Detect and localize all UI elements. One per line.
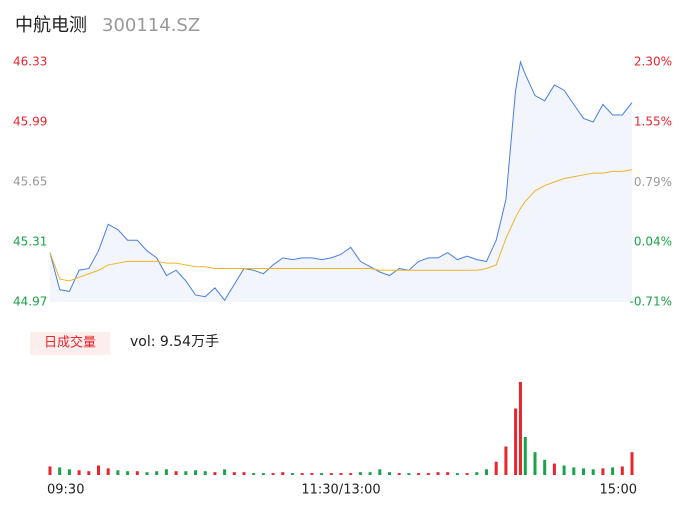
x-tick-label: 11:30/13:00 — [301, 483, 380, 498]
volume-bar — [562, 465, 566, 475]
volume-bar — [48, 466, 52, 475]
stock-name: 中航电测 — [15, 15, 87, 36]
volume-bar — [436, 472, 440, 475]
volume-bar — [591, 469, 595, 475]
volume-bar — [281, 472, 285, 475]
volume-bar — [368, 472, 372, 475]
volume-bar — [504, 446, 508, 475]
volume-bar — [87, 471, 91, 475]
volume-bar — [465, 473, 469, 475]
volume-bar — [339, 473, 343, 475]
volume-bar — [494, 461, 498, 475]
volume-bar — [291, 473, 294, 475]
volume-bar — [475, 472, 479, 475]
y2-tick-label: 0.79% — [634, 175, 672, 189]
volume-bar — [252, 473, 256, 475]
y-tick-label: 45.99 — [13, 115, 47, 129]
volume-bar — [145, 472, 149, 475]
volume-bar — [601, 468, 605, 475]
volume-bar — [417, 473, 421, 475]
y2-tick-label: -0.71% — [630, 295, 672, 309]
average-line — [49, 169, 633, 282]
y-tick-label: 44.97 — [13, 295, 47, 309]
price-area — [50, 62, 632, 302]
volume-bar — [320, 473, 324, 475]
volume-bar — [514, 408, 518, 475]
volume-bar — [126, 471, 130, 475]
stock-code: 300114.SZ — [102, 15, 200, 36]
volume-bar — [174, 471, 178, 475]
volume-bar — [455, 473, 459, 475]
volume-bar — [155, 471, 159, 475]
volume-bar — [106, 468, 110, 475]
volume-bar — [67, 469, 71, 475]
y-tick-label: 45.31 — [13, 235, 47, 249]
volume-bar — [194, 470, 197, 475]
volume-bar — [203, 471, 207, 475]
volume-bar — [378, 469, 382, 475]
volume-bar — [552, 463, 556, 475]
volume-bar — [271, 473, 275, 475]
volume-bar — [533, 452, 537, 475]
volume-bar — [242, 472, 246, 475]
volume-bar — [426, 473, 430, 475]
x-tick-label: 15:00 — [600, 483, 637, 498]
volume-bar — [446, 472, 450, 475]
volume-bar — [572, 467, 576, 475]
y2-tick-label: 2.30% — [634, 55, 672, 69]
volume-bar — [116, 470, 120, 475]
volume-bar — [135, 471, 139, 475]
volume-bar — [310, 473, 314, 475]
volume-bar — [77, 470, 81, 475]
volume-bar — [97, 465, 100, 475]
y2-tick-label: 0.04% — [634, 235, 672, 249]
volume-bar — [620, 466, 624, 475]
volume-bar — [485, 469, 488, 475]
volume-bar — [349, 473, 353, 475]
y2-tick-label: 1.55% — [634, 114, 672, 128]
volume-bar — [213, 472, 217, 475]
volume-badge — [30, 332, 110, 355]
volume-title: 日成交量 — [44, 335, 96, 351]
x-tick-label: 09:30 — [47, 483, 84, 498]
volume-bar — [582, 468, 585, 475]
volume-bar — [223, 469, 227, 475]
volume-bar — [58, 467, 62, 475]
volume-bar — [543, 459, 547, 475]
price-line — [49, 60, 633, 302]
volume-bar — [397, 473, 401, 475]
volume-bar — [518, 381, 522, 475]
volume-bar — [630, 452, 634, 475]
volume-bar — [388, 472, 391, 475]
volume-bar — [523, 437, 527, 475]
y-tick-label: 45.65 — [13, 175, 47, 189]
volume-bar — [407, 473, 411, 475]
volume-bar — [232, 472, 236, 475]
volume-bar — [611, 467, 615, 475]
volume-bar — [184, 471, 188, 475]
y-tick-label: 46.33 — [13, 55, 47, 69]
volume-summary: vol: 9.54万手 — [130, 334, 219, 350]
volume-bar — [164, 469, 168, 475]
volume-bar — [329, 473, 333, 475]
volume-bar — [261, 473, 265, 475]
volume-bar — [300, 473, 304, 475]
volume-bar — [358, 472, 362, 475]
